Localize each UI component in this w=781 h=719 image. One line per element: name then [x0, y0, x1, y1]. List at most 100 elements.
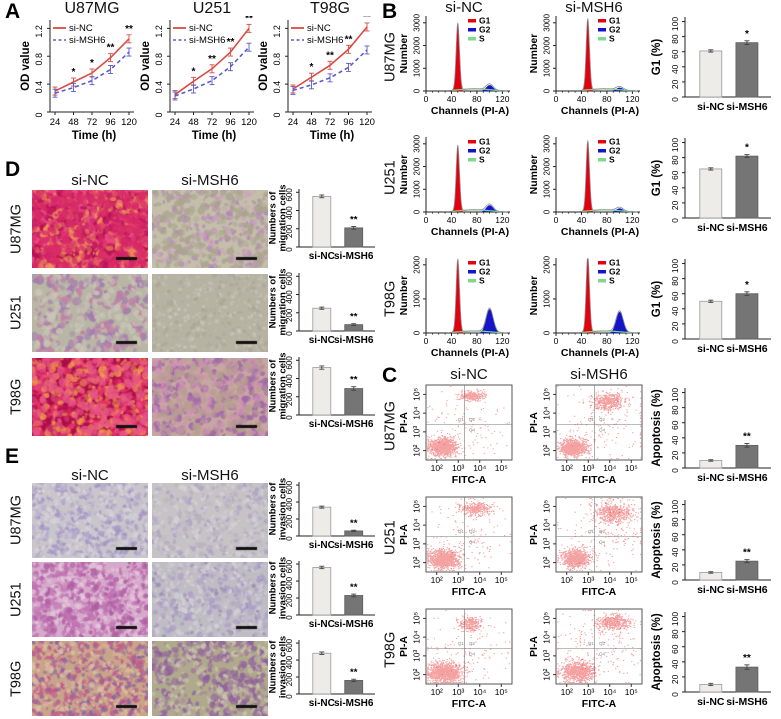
- row-label-U87MG: U87MG: [382, 384, 399, 468]
- g1-peak: [580, 258, 597, 333]
- svg-text:FITC-A: FITC-A: [582, 586, 617, 598]
- axes: [167, 20, 254, 115]
- svg-text:2000: 2000: [413, 255, 422, 273]
- svg-text:0.8: 0.8: [154, 53, 164, 66]
- svg-text:48: 48: [68, 117, 79, 128]
- invasion-micrograph-si-nc-U251: [32, 562, 148, 637]
- bar-si-NC: [699, 50, 723, 98]
- histogram-svg: 0 40 80 120 0 1000 2000 3000 Channels (PI-A) Numb…: [528, 13, 640, 117]
- error-bar: [319, 365, 325, 370]
- invasion-row-label-U251-text: U251: [8, 582, 25, 617]
- svg-text:G2: G2: [479, 25, 491, 35]
- histogram-U87MG-si-MSH6: 0 40 80 120 0 1000 2000 3000 Channels (PI-A) Numb…: [528, 13, 644, 125]
- svg-text:72: 72: [325, 117, 336, 128]
- svg-text:10⁵: 10⁵: [542, 388, 552, 401]
- svg-text:*: *: [90, 58, 94, 69]
- svg-text:OD value: OD value: [20, 41, 32, 91]
- svg-text:Channels (PI-A): Channels (PI-A): [561, 226, 639, 238]
- svg-text:Q2: Q2: [469, 417, 476, 422]
- plot-frame: [555, 608, 643, 685]
- svg-text:10⁵: 10⁵: [542, 500, 552, 513]
- bar-svg-migration-T98G: 0 200 400 600 Numbers of migration cells si-NC…: [268, 352, 375, 430]
- col-title-si-nc: si-NC: [450, 366, 488, 383]
- svg-text:invasion cells: invasion cells: [278, 636, 289, 698]
- g1-peak: [450, 259, 467, 333]
- scatter-points: [590, 612, 637, 636]
- svg-text:0: 0: [554, 215, 559, 225]
- svg-text:10²: 10²: [542, 444, 552, 456]
- svg-text:120: 120: [359, 117, 375, 128]
- svg-text:80: 80: [670, 629, 680, 639]
- panel-invasion: E si-NC si-MSH6 U87MG 0 200 400 600 Numbers of i…: [2, 445, 381, 719]
- bar-svg-invasion-U87MG: 0 200 400 600 Numbers of invasion cells si-NC *…: [268, 478, 375, 551]
- svg-text:10⁴: 10⁴: [603, 687, 616, 697]
- svg-text:10³: 10³: [582, 575, 594, 585]
- series-si-MSH6: [52, 47, 132, 98]
- g2-peak: [474, 205, 507, 212]
- svg-text:migration cells: migration cells: [278, 353, 289, 420]
- svg-text:G1 (%): G1 (%): [651, 160, 663, 197]
- axes: [553, 137, 640, 215]
- bar-si-NC: [312, 195, 332, 248]
- svg-text:0: 0: [34, 112, 44, 117]
- scatter-points: [455, 388, 488, 403]
- invasion-image-T98G-si-NC: [32, 641, 148, 716]
- svg-text:*: *: [745, 280, 749, 291]
- svg-text:60: 60: [670, 420, 680, 430]
- svg-text:**: **: [350, 667, 358, 678]
- error-bar: [351, 226, 357, 230]
- svg-text:600: 600: [285, 356, 294, 370]
- row-label-U87MG: U87MG: [382, 15, 399, 99]
- bar-si-MSH6: [344, 680, 364, 695]
- svg-text:40: 40: [670, 306, 680, 316]
- svg-text:10³: 10³: [542, 426, 552, 438]
- svg-text:**: **: [326, 50, 334, 61]
- svg-text:S: S: [609, 276, 615, 286]
- svg-text:10²: 10²: [561, 575, 573, 585]
- svg-text:Q4: Q4: [469, 540, 476, 545]
- row-label-U251: U251: [382, 136, 399, 220]
- panel-d-label: D: [5, 158, 21, 181]
- error-bar: [351, 593, 357, 598]
- error-bar: [319, 505, 325, 509]
- svg-text:PI-A: PI-A: [400, 524, 410, 545]
- row-label-T98G-text: T98G: [382, 280, 399, 318]
- g1-peak: [580, 141, 597, 212]
- bar-chart-migration-T98G: 0 200 400 600 Numbers of migration cells si-NC…: [268, 352, 381, 441]
- model-envelope: [447, 144, 508, 213]
- line-chart-U251: 0 0.4 0.8 1.2 24 48 72 96 120 Time (h) OD value * **…: [140, 13, 258, 148]
- histogram-T98G-si-MSH6: 0 40 80 120 0 1000 2000 Channels (PI-A) Number G1…: [528, 255, 644, 367]
- svg-text:10⁴: 10⁴: [412, 406, 422, 419]
- plot-frame: [555, 384, 643, 461]
- svg-text:**: **: [743, 653, 751, 664]
- invasion-col-title-si-nc: si-NC: [71, 467, 109, 484]
- svg-text:Q4: Q4: [469, 652, 476, 657]
- bar-chart-apoptosis-U251: 0 20 40 60 80 100 Apoptosis (%) si-NC ** si-MSH6: [651, 492, 777, 614]
- svg-text:40: 40: [577, 94, 587, 104]
- svg-text:Number: Number: [400, 34, 410, 74]
- bar-svg-apoptosis-U87MG: 0 20 40 60 80 100 Apoptosis (%) si-NC ** si-MSH6: [651, 388, 771, 484]
- panel-e-label: E: [5, 445, 20, 468]
- scatter-points: [557, 385, 642, 460]
- svg-text:si-NC: si-NC: [697, 343, 725, 355]
- svg-text:0.8: 0.8: [272, 53, 282, 66]
- invasion-row-label-T98G-text: T98G: [8, 660, 25, 697]
- scatter-points: [557, 609, 642, 684]
- svg-text:PI-A: PI-A: [530, 412, 540, 433]
- svg-text:si-NC: si-NC: [189, 23, 213, 34]
- svg-text:0: 0: [554, 94, 559, 104]
- svg-text:400: 400: [285, 655, 294, 669]
- svg-text:2000: 2000: [543, 255, 552, 273]
- svg-text:1.2: 1.2: [154, 25, 164, 38]
- svg-text:0: 0: [543, 330, 552, 335]
- bar-svg-invasion-T98G: 0 200 400 600 Numbers of invasion cells si-NC *…: [268, 636, 375, 709]
- svg-text:Q1: Q1: [588, 529, 595, 534]
- svg-text:10⁴: 10⁴: [412, 518, 422, 531]
- svg-text:Number: Number: [530, 276, 540, 316]
- svg-text:S: S: [479, 276, 485, 286]
- error-bar: [744, 291, 750, 297]
- migration-image-T98G-si-NC: [32, 358, 148, 436]
